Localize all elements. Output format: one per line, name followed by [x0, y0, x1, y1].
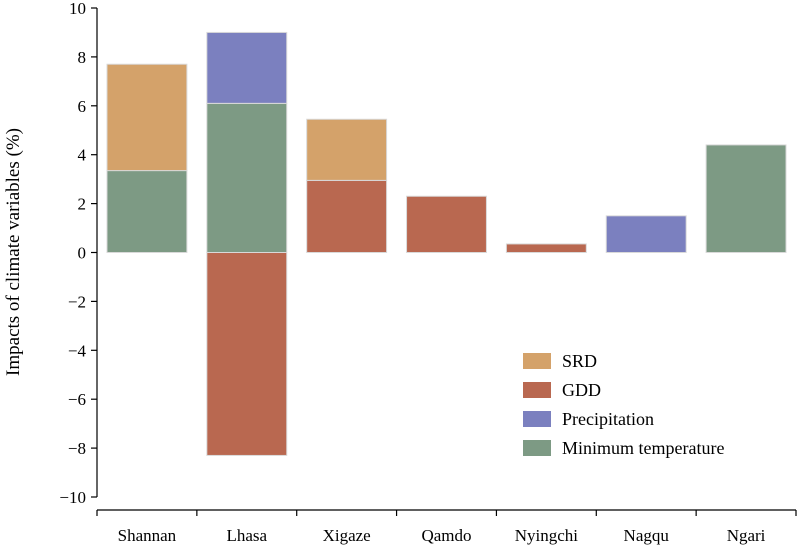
bar-minimum-temperature — [705, 144, 787, 253]
legend-swatch — [523, 353, 551, 369]
legend-label: Minimum temperature — [562, 438, 724, 458]
y-tick-label: 2 — [78, 195, 87, 214]
legend-label: Precipitation — [562, 409, 654, 429]
y-tick-label: 4 — [78, 146, 87, 165]
bar-minimum-temperature — [106, 170, 188, 253]
y-tick-label: 0 — [78, 244, 87, 263]
x-tick-label: Ngari — [727, 526, 766, 545]
bar-gdd — [306, 179, 388, 253]
legend-swatch — [523, 440, 551, 456]
legend: SRD GDD Precipitation Minimum temperature — [523, 351, 724, 458]
y-tick-label: −10 — [59, 488, 86, 507]
x-tick-label: Qamdo — [421, 526, 471, 545]
x-tick-label: Lhasa — [226, 526, 267, 545]
bar-precipitation — [206, 31, 288, 104]
legend-label: SRD — [562, 351, 597, 371]
x-ticks: Shannan Lhasa Xigaze Qamdo Nyingchi Nagqu Ngar… — [96, 510, 797, 545]
bar-srd — [106, 63, 188, 172]
y-axis-title: Impacts of climate variables (%) — [3, 128, 24, 376]
axes — [96, 8, 796, 511]
legend-swatch — [523, 411, 551, 427]
x-tick-label: Xigaze — [323, 526, 371, 545]
legend-label: GDD — [562, 380, 601, 400]
y-tick-label: −8 — [68, 439, 86, 458]
y-tick-label: 10 — [69, 0, 86, 18]
bar-minimum-temperature — [206, 102, 288, 254]
y-tick-label: −6 — [68, 390, 86, 409]
bar-precipitation — [605, 215, 687, 253]
legend-swatch — [523, 382, 551, 398]
y-tick-label: −2 — [68, 292, 86, 311]
y-tick-label: 6 — [78, 97, 87, 116]
bars — [106, 31, 787, 456]
bar-gdd — [505, 243, 587, 254]
x-tick-label: Shannan — [118, 526, 177, 545]
y-tick-label: 8 — [78, 48, 87, 67]
bar-srd — [306, 118, 388, 181]
x-tick-label: Nyingchi — [515, 526, 579, 545]
x-tick-label: Nagqu — [624, 526, 670, 545]
y-tick-label: −4 — [68, 341, 87, 360]
bar-gdd — [406, 195, 487, 253]
bar-gdd — [206, 252, 288, 456]
y-ticks: 10 8 6 4 2 0 −2 −4 −6 −8 −10 — [59, 0, 97, 507]
